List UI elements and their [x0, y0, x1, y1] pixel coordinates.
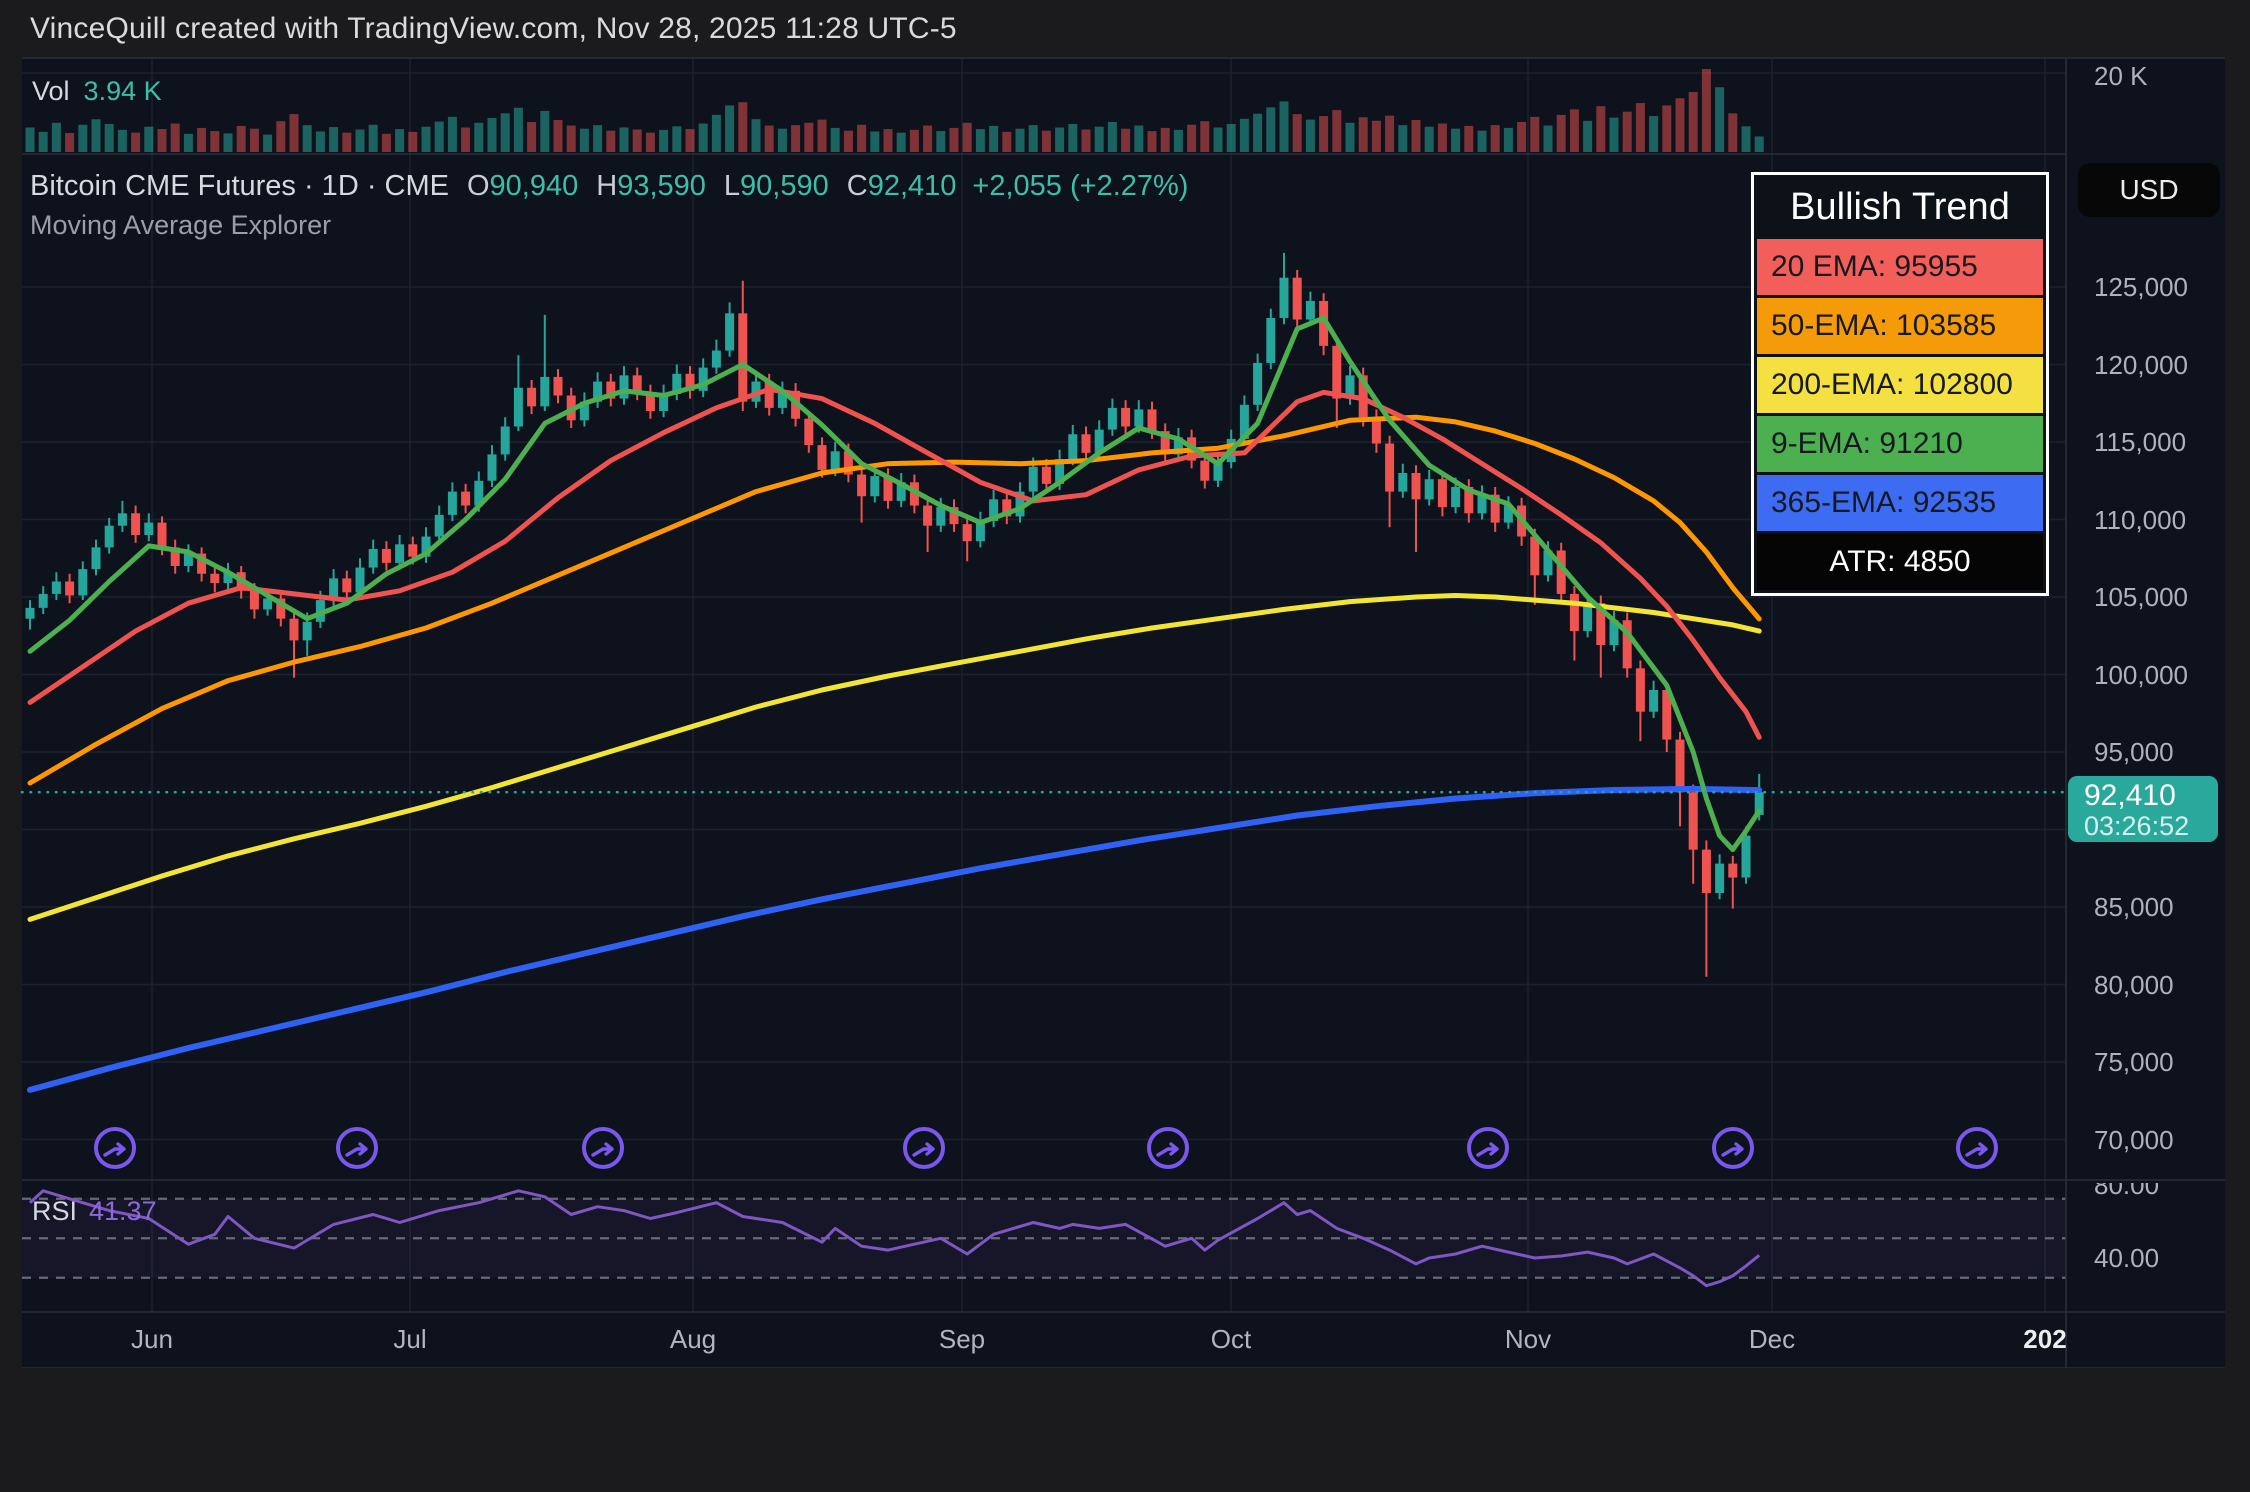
axis-label: 105,000 [2094, 582, 2188, 612]
axis-label: 125,000 [2094, 272, 2188, 302]
month-label: Sep [938, 1324, 986, 1354]
axis-label: 120,000 [2094, 349, 2188, 380]
legend-row: 200-EMA: 102800 [1757, 357, 2043, 413]
month-label: Nov [1504, 1324, 1552, 1354]
ema365-line [27, 785, 1763, 1093]
legend-rows: 20 EMA: 95955 50-EMA: 103585 200-EMA: 1028… [1757, 239, 2043, 590]
ema9-line [27, 315, 1762, 853]
pane-separators [22, 57, 2225, 1369]
replay-marker-icon[interactable] [903, 1127, 945, 1169]
ohlc-value: 93,590 [617, 170, 706, 202]
rsi-legend: RSI 41.37 [32, 1196, 157, 1227]
ohlc-value: 90,940 [489, 170, 579, 202]
attribution-text: VinceQuill created with TradingView.com,… [30, 12, 957, 45]
replay-marker-icon[interactable] [336, 1127, 378, 1169]
last-price: 92,410 [2084, 779, 2176, 812]
axis-label: 20 K [2094, 61, 2148, 91]
ohlc-key: O [466, 170, 490, 202]
replay-marker-icon[interactable] [1147, 1127, 1189, 1169]
axis-label: 70,000 [2094, 1124, 2174, 1155]
candles [25, 252, 1764, 977]
rsi-value: 41.37 [89, 1196, 157, 1226]
axis-label: 95,000 [2094, 737, 2174, 767]
month-label: Oct [1210, 1324, 1252, 1354]
ohlc-value: 92,410 [867, 170, 957, 202]
trend-title: Bullish Trend [1790, 185, 2010, 228]
month-label: Dec [1748, 1324, 1796, 1354]
month-label: Aug [669, 1324, 717, 1354]
symbol-title[interactable]: Bitcoin CME Futures · 1D · CME [30, 170, 449, 202]
replay-marker-icon[interactable] [1712, 1127, 1754, 1169]
currency-button[interactable]: USD [2078, 163, 2220, 217]
price-change: +2,055 (+2.27%) [972, 170, 1189, 202]
month-label: Jul [393, 1324, 427, 1354]
ohlc-value: 90,590 [740, 170, 829, 202]
ohlc-values: O90,940 H93,590 L90,590 C92,410 [449, 170, 956, 202]
symbol-ohlc-line[interactable]: Bitcoin CME Futures · 1D · CME O90,940 H93… [30, 170, 1188, 203]
ohlc-key: C [846, 170, 868, 202]
ema200-line [27, 593, 1762, 922]
replay-marker-icon[interactable] [1956, 1127, 1998, 1169]
replay-marker-icon[interactable] [1467, 1127, 1509, 1169]
trend-legend-panel: Bullish Trend 20 EMA: 95955 50-EMA: 10358… [1751, 172, 2049, 596]
ohlc-key: H [596, 170, 618, 202]
volume-legend: Vol 3.94 K [32, 76, 162, 107]
rsi-line [28, 1189, 1761, 1288]
legend-row: 50-EMA: 103585 [1757, 298, 2043, 354]
volume-value: 3.94 K [83, 76, 162, 106]
last-price-tag[interactable]: 92,410 03:26:52 [2068, 776, 2218, 842]
axis-label: 75,000 [2094, 1047, 2174, 1077]
axis-label: 85,000 [2094, 892, 2174, 922]
legend-row: 365-EMA: 92535 [1757, 475, 2043, 531]
volume-label: Vol [32, 76, 70, 106]
month-label: Jun [131, 1324, 173, 1354]
axis-label: 80,000 [2094, 969, 2174, 1000]
year-label: 202 [2023, 1324, 2067, 1354]
axis-label: 100,000 [2094, 659, 2188, 690]
axis-label: 40.00 [2094, 1243, 2160, 1273]
volume-bars [25, 69, 1764, 152]
rsi-label: RSI [32, 1196, 78, 1226]
legend-row: 9-EMA: 91210 [1757, 416, 2043, 472]
legend-row: 20 EMA: 95955 [1757, 239, 2043, 295]
ema50-line [27, 414, 1762, 786]
bar-countdown: 03:26:52 [2084, 811, 2190, 841]
axis-label: 80.00 [2094, 1183, 2160, 1200]
rsi-axis-clip: 80.00 [2066, 1183, 2226, 1217]
replay-marker-icon[interactable] [582, 1127, 624, 1169]
axis-label: 115,000 [2094, 427, 2187, 457]
replay-marker-icon[interactable] [94, 1127, 136, 1169]
gridlines [22, 58, 2066, 1312]
indicator-title[interactable]: Moving Average Explorer [30, 210, 332, 240]
axis-label: 110,000 [2094, 504, 2187, 535]
ohlc-key: L [723, 170, 741, 202]
rsi-levels [22, 1197, 2066, 1279]
attribution-bar: VinceQuill created with TradingView.com,… [0, 0, 2250, 58]
footer-bar: TradingView [0, 1368, 2250, 1492]
legend-row: ATR: 4850 [1757, 534, 2043, 590]
